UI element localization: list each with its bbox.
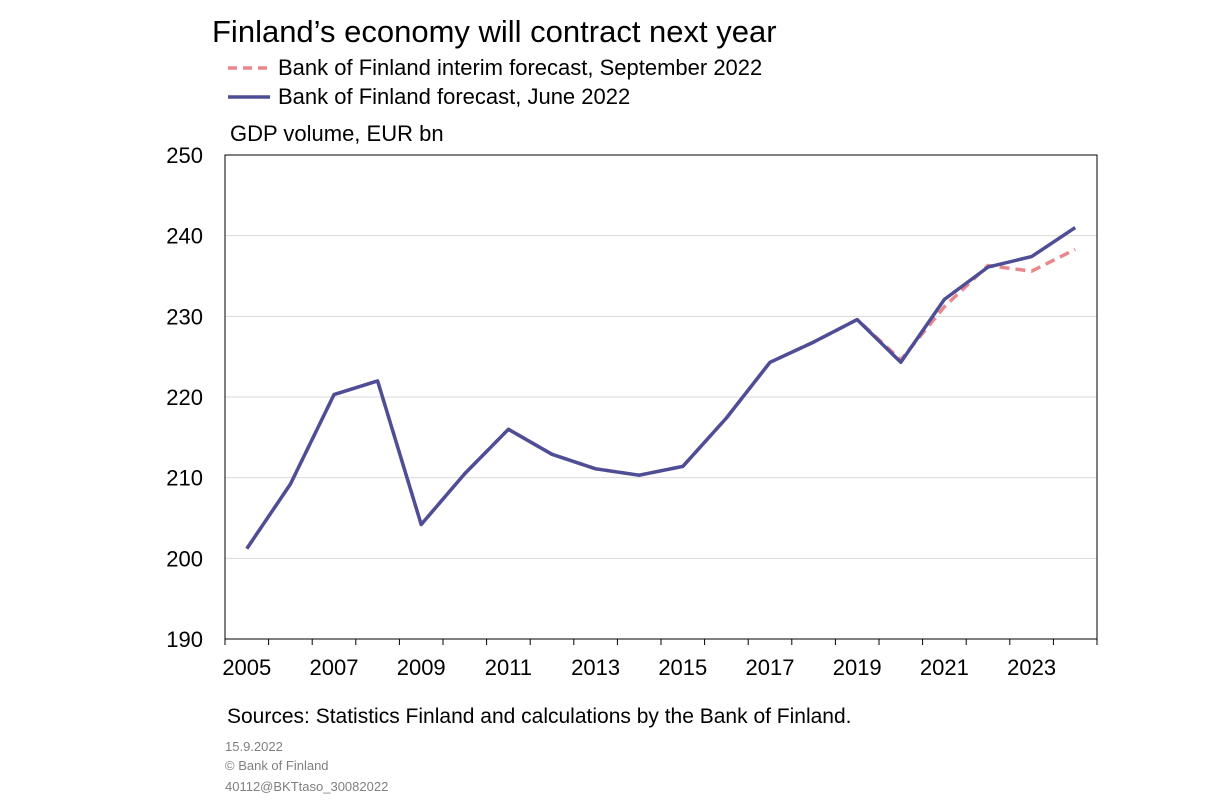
x-tick-label: 2007 xyxy=(310,655,359,680)
x-tick-label: 2011 xyxy=(485,655,532,680)
y-tick-label: 220 xyxy=(166,385,203,410)
y-tick-label: 190 xyxy=(166,627,203,652)
legend-item-interim-forecast: Bank of Finland interim forecast, Septem… xyxy=(226,55,762,81)
x-tick-label: 2015 xyxy=(658,655,707,680)
y-tick-label: 230 xyxy=(166,304,203,329)
y-tick-label: 240 xyxy=(166,224,203,249)
x-tick-label: 2009 xyxy=(397,655,446,680)
y-tick-label: 200 xyxy=(166,546,203,571)
x-tick-label: 2023 xyxy=(1007,655,1056,680)
x-tick-label: 2021 xyxy=(920,655,969,680)
legend-swatch-solid xyxy=(228,95,270,99)
x-tick-label: 2005 xyxy=(222,655,271,680)
footer-copyright: © Bank of Finland xyxy=(225,758,329,773)
y-axis-unit-label: GDP volume, EUR bn xyxy=(230,121,444,146)
x-tick-label: 2013 xyxy=(571,655,620,680)
y-tick-label: 210 xyxy=(166,466,203,491)
x-tick-label: 2017 xyxy=(746,655,795,680)
y-tick-label: 250 xyxy=(166,143,203,168)
sources-note: Sources: Statistics Finland and calculat… xyxy=(227,705,852,728)
x-tick-label: 2019 xyxy=(833,655,882,680)
series-line-june-forecast xyxy=(245,226,1077,550)
footer-date: 15.9.2022 xyxy=(225,739,283,754)
legend-swatch-dashed xyxy=(228,66,270,70)
legend-label-june-forecast: Bank of Finland forecast, June 2022 xyxy=(278,84,631,109)
footer-code: 40112@BKTtaso_30082022 xyxy=(225,779,389,794)
chart-title: Finland’s economy will contract next yea… xyxy=(212,14,777,49)
legend-item-june-forecast: Bank of Finland forecast, June 2022 xyxy=(226,84,630,110)
legend-label-interim-forecast: Bank of Finland interim forecast, Septem… xyxy=(278,55,763,80)
